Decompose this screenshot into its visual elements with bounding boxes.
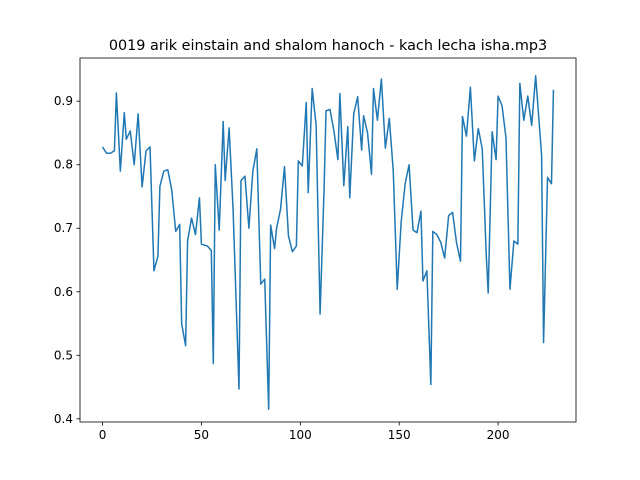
y-tick-label: 0.9 (54, 94, 73, 108)
y-tick-label: 0.6 (54, 285, 73, 299)
data-line (101, 75, 555, 411)
x-tick-label: 50 (194, 428, 209, 442)
x-tick-label: 200 (487, 428, 510, 442)
y-tick-label: 0.8 (54, 158, 73, 172)
chart-title: 0019 arik einstain and shalom hanoch - k… (109, 38, 547, 54)
x-tick-label: 150 (388, 428, 411, 442)
x-tick-label: 100 (289, 428, 312, 442)
y-tick-label: 0.4 (54, 412, 73, 426)
plot-frame (79, 57, 577, 423)
y-tick-label: 0.5 (54, 348, 73, 362)
y-tick-label: 0.7 (54, 221, 73, 235)
x-tick-label: 0 (99, 428, 107, 442)
